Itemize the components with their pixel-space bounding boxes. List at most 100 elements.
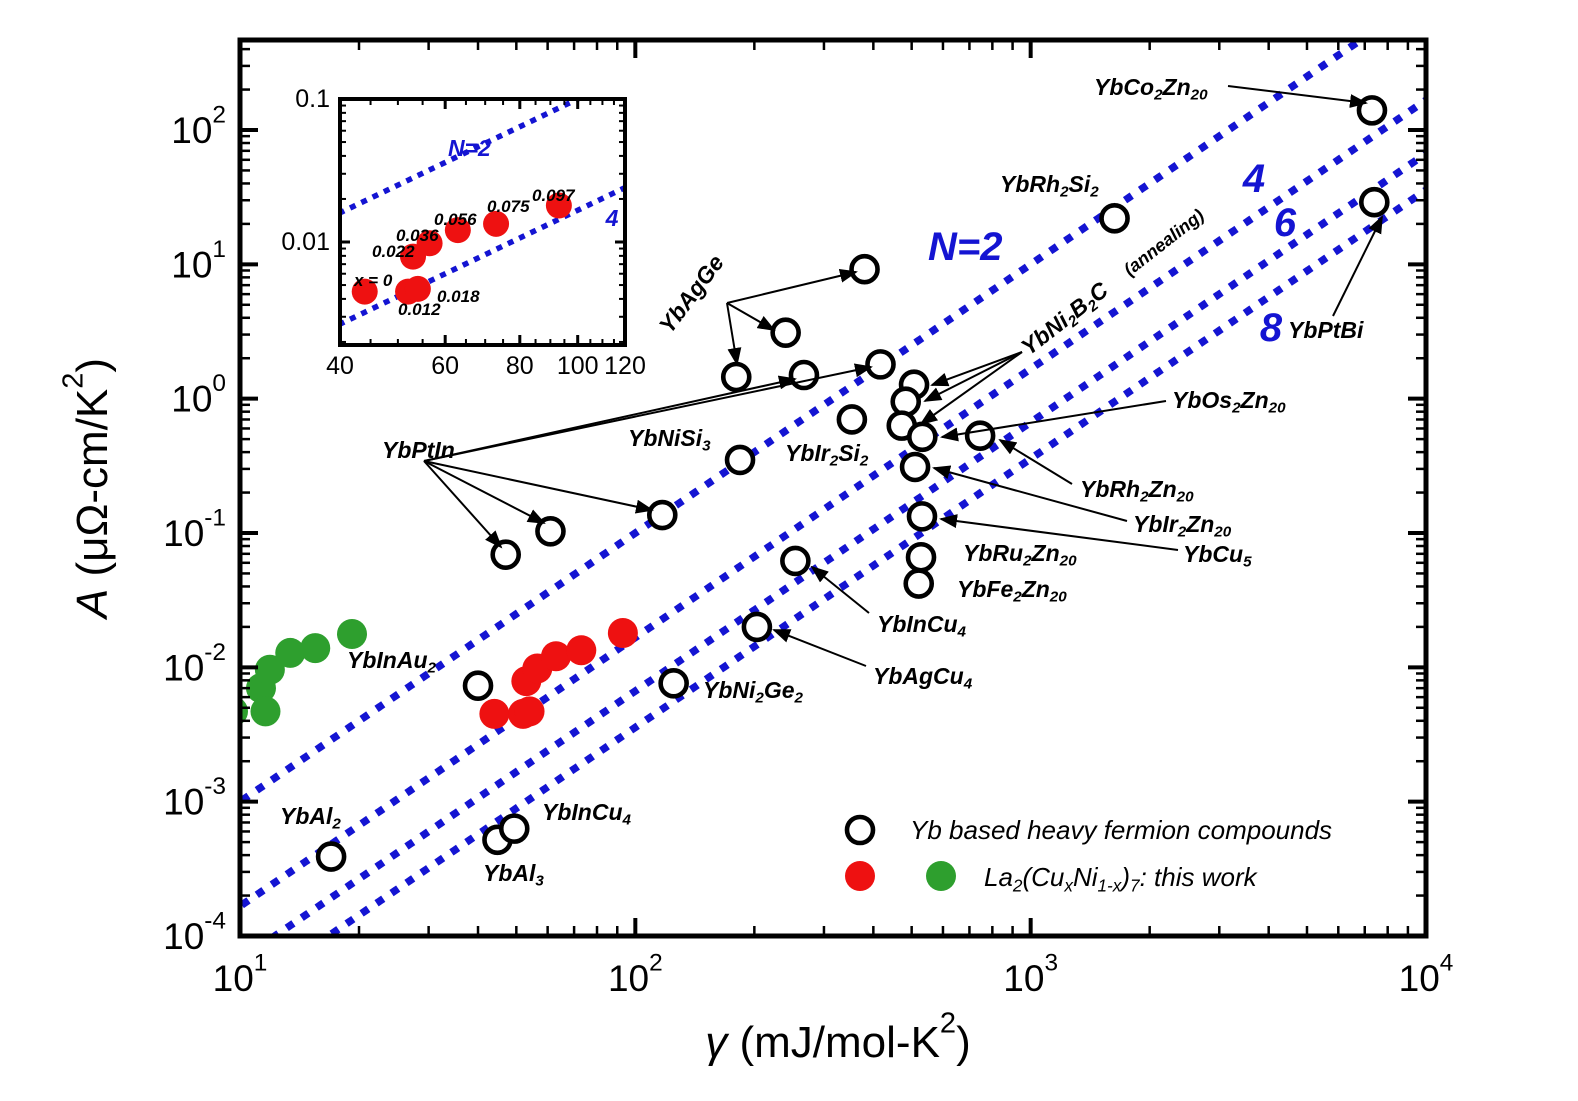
kw-line-N4 (242, 97, 1424, 910)
annotation-arrow (423, 460, 654, 514)
kw-line-N6 (271, 150, 1424, 934)
inset-point-label: 0.012 (398, 300, 441, 319)
inset-point-label: 0.036 (396, 226, 439, 245)
data-point-YbNi2Ge2 (658, 668, 689, 699)
y-tick-label: 10-1 (163, 504, 226, 554)
data-point-YbPtBi (1359, 186, 1390, 218)
inset-point-label: 0.075 (487, 197, 530, 216)
kw-N-label: 8 (1260, 306, 1283, 350)
kw-line-N8 (324, 186, 1424, 934)
x-axis-title: γ (mJ/mol-K2) (705, 1008, 970, 1067)
data-point-red (607, 618, 638, 649)
annotation-arrow (1227, 85, 1368, 108)
inset-x-tick-label: 40 (326, 352, 354, 380)
kw-ratio-lines (242, 42, 1424, 934)
inset-point-label: 0.056 (434, 210, 477, 229)
inset-data-point-red (416, 230, 443, 257)
y-tick-label: 100 (171, 370, 226, 420)
inset-x-tick-label: 60 (431, 352, 459, 380)
annotation-arrow (932, 465, 1128, 522)
annotation-arrow (726, 302, 742, 366)
annotation-arrow (939, 514, 1179, 551)
compound-label: YbCo2Zn20 (1094, 74, 1208, 103)
y-tick-label: 10-2 (163, 638, 226, 688)
x-tick-label: 104 (1399, 949, 1454, 999)
data-point-green (336, 619, 367, 650)
compound-label: YbRh2Si2 (1000, 171, 1099, 200)
inset-data-point-red (404, 275, 431, 302)
inset-N-label: 4 (605, 205, 619, 231)
axis-ticks (238, 40, 1428, 938)
data-point-red (479, 698, 510, 729)
y-tick-label: 10-3 (163, 773, 226, 823)
x-tick-label: 101 (213, 949, 268, 999)
data-point-YbRh2Zn20 (964, 420, 996, 452)
annotation-arrow (726, 302, 776, 331)
annotation-arrow (810, 565, 870, 614)
data-point-red (566, 635, 597, 666)
annotation-arrow (772, 629, 867, 667)
annotation-arrow (930, 351, 1023, 387)
compound-label: YbInCu4 (877, 611, 967, 640)
inset-x-tick-label: 100 (557, 352, 599, 380)
legend-open-circle-marker (844, 814, 876, 846)
kw-N-label: 4 (1242, 157, 1265, 201)
data-point-green (275, 637, 306, 668)
compound-label: YbAl2 (280, 803, 341, 832)
y-tick-label: 102 (171, 101, 226, 151)
data-point-YbPtIn (865, 349, 896, 380)
legend-label-la: La2(CuxNi1-x)7: this work (984, 862, 1259, 896)
annotation-arrow (423, 363, 873, 462)
annotation-arrow (919, 351, 1023, 426)
data-point-YbNiSi3 (724, 444, 756, 476)
data-point-YbPtIn (646, 499, 678, 531)
inset-y-tick-label: 0.01 (281, 228, 330, 256)
data-point-red (541, 641, 572, 672)
inset-data-point-red (545, 192, 572, 219)
data-point-green (250, 696, 281, 727)
data-point-YbAgGe (770, 317, 801, 348)
inset-data-point-red (483, 210, 510, 237)
data-point-YbAl2 (315, 841, 347, 872)
compound-label: YbIr2Zn20 (1133, 511, 1232, 540)
annotation-arrow (423, 460, 546, 524)
inset-point-label: 0.097 (532, 186, 576, 205)
compound-label: YbPtBi (1288, 317, 1364, 343)
data-point-YbPtIn (535, 515, 566, 547)
data-point-green (300, 633, 331, 664)
legend-label-yb: Yb based heavy fermion compounds (910, 815, 1332, 845)
kw-N-label: 6 (1274, 201, 1297, 245)
compound-label: YbInCu4 (542, 799, 632, 828)
data-point-green (254, 654, 285, 685)
compound-label: YbPtIn (382, 437, 455, 463)
data-point-YbInCu4 (498, 813, 530, 844)
annotation-arrow (1332, 215, 1383, 317)
data-point-YbFe2Zn20 (903, 568, 935, 599)
y-tick-label: 10-4 (163, 907, 226, 957)
compound-label: YbNiSi3 (628, 425, 711, 454)
data-point-YbPtIn (490, 539, 522, 570)
inset-N-label: N=2 (448, 135, 491, 161)
legend: Yb based heavy fermion compounds La2(CuxN… (844, 814, 1332, 896)
x-tick-label: 103 (1003, 949, 1058, 999)
annotation-arrows (423, 85, 1383, 667)
compound-label: YbOs2Zn20 (1172, 387, 1286, 416)
inset-x-tick-label: 120 (604, 352, 646, 380)
compound-label: YbAl3 (483, 860, 544, 889)
inset-frame (338, 97, 627, 347)
inset-x-tick-label: 80 (506, 352, 534, 380)
x-tick-label: 102 (608, 949, 663, 999)
inset-data-point-red (351, 278, 378, 305)
compound-label: (annealing) (1120, 205, 1208, 280)
compound-label: YbCu5 (1183, 541, 1252, 570)
compound-label: YbIr2Si2 (785, 440, 869, 469)
annotation-arrow (998, 438, 1073, 485)
data-point-YbAgCu4 (741, 611, 773, 643)
data-point-YbPtIn (788, 359, 820, 391)
inset-point-label: x = 0 (353, 271, 393, 290)
compound-label: YbAgGe (654, 250, 729, 338)
y-axis-title: A (μΩ-cm/K2) (58, 358, 117, 621)
inset-point-label: 0.018 (437, 287, 480, 306)
data-point-YbRu2Zn20 (905, 541, 937, 573)
